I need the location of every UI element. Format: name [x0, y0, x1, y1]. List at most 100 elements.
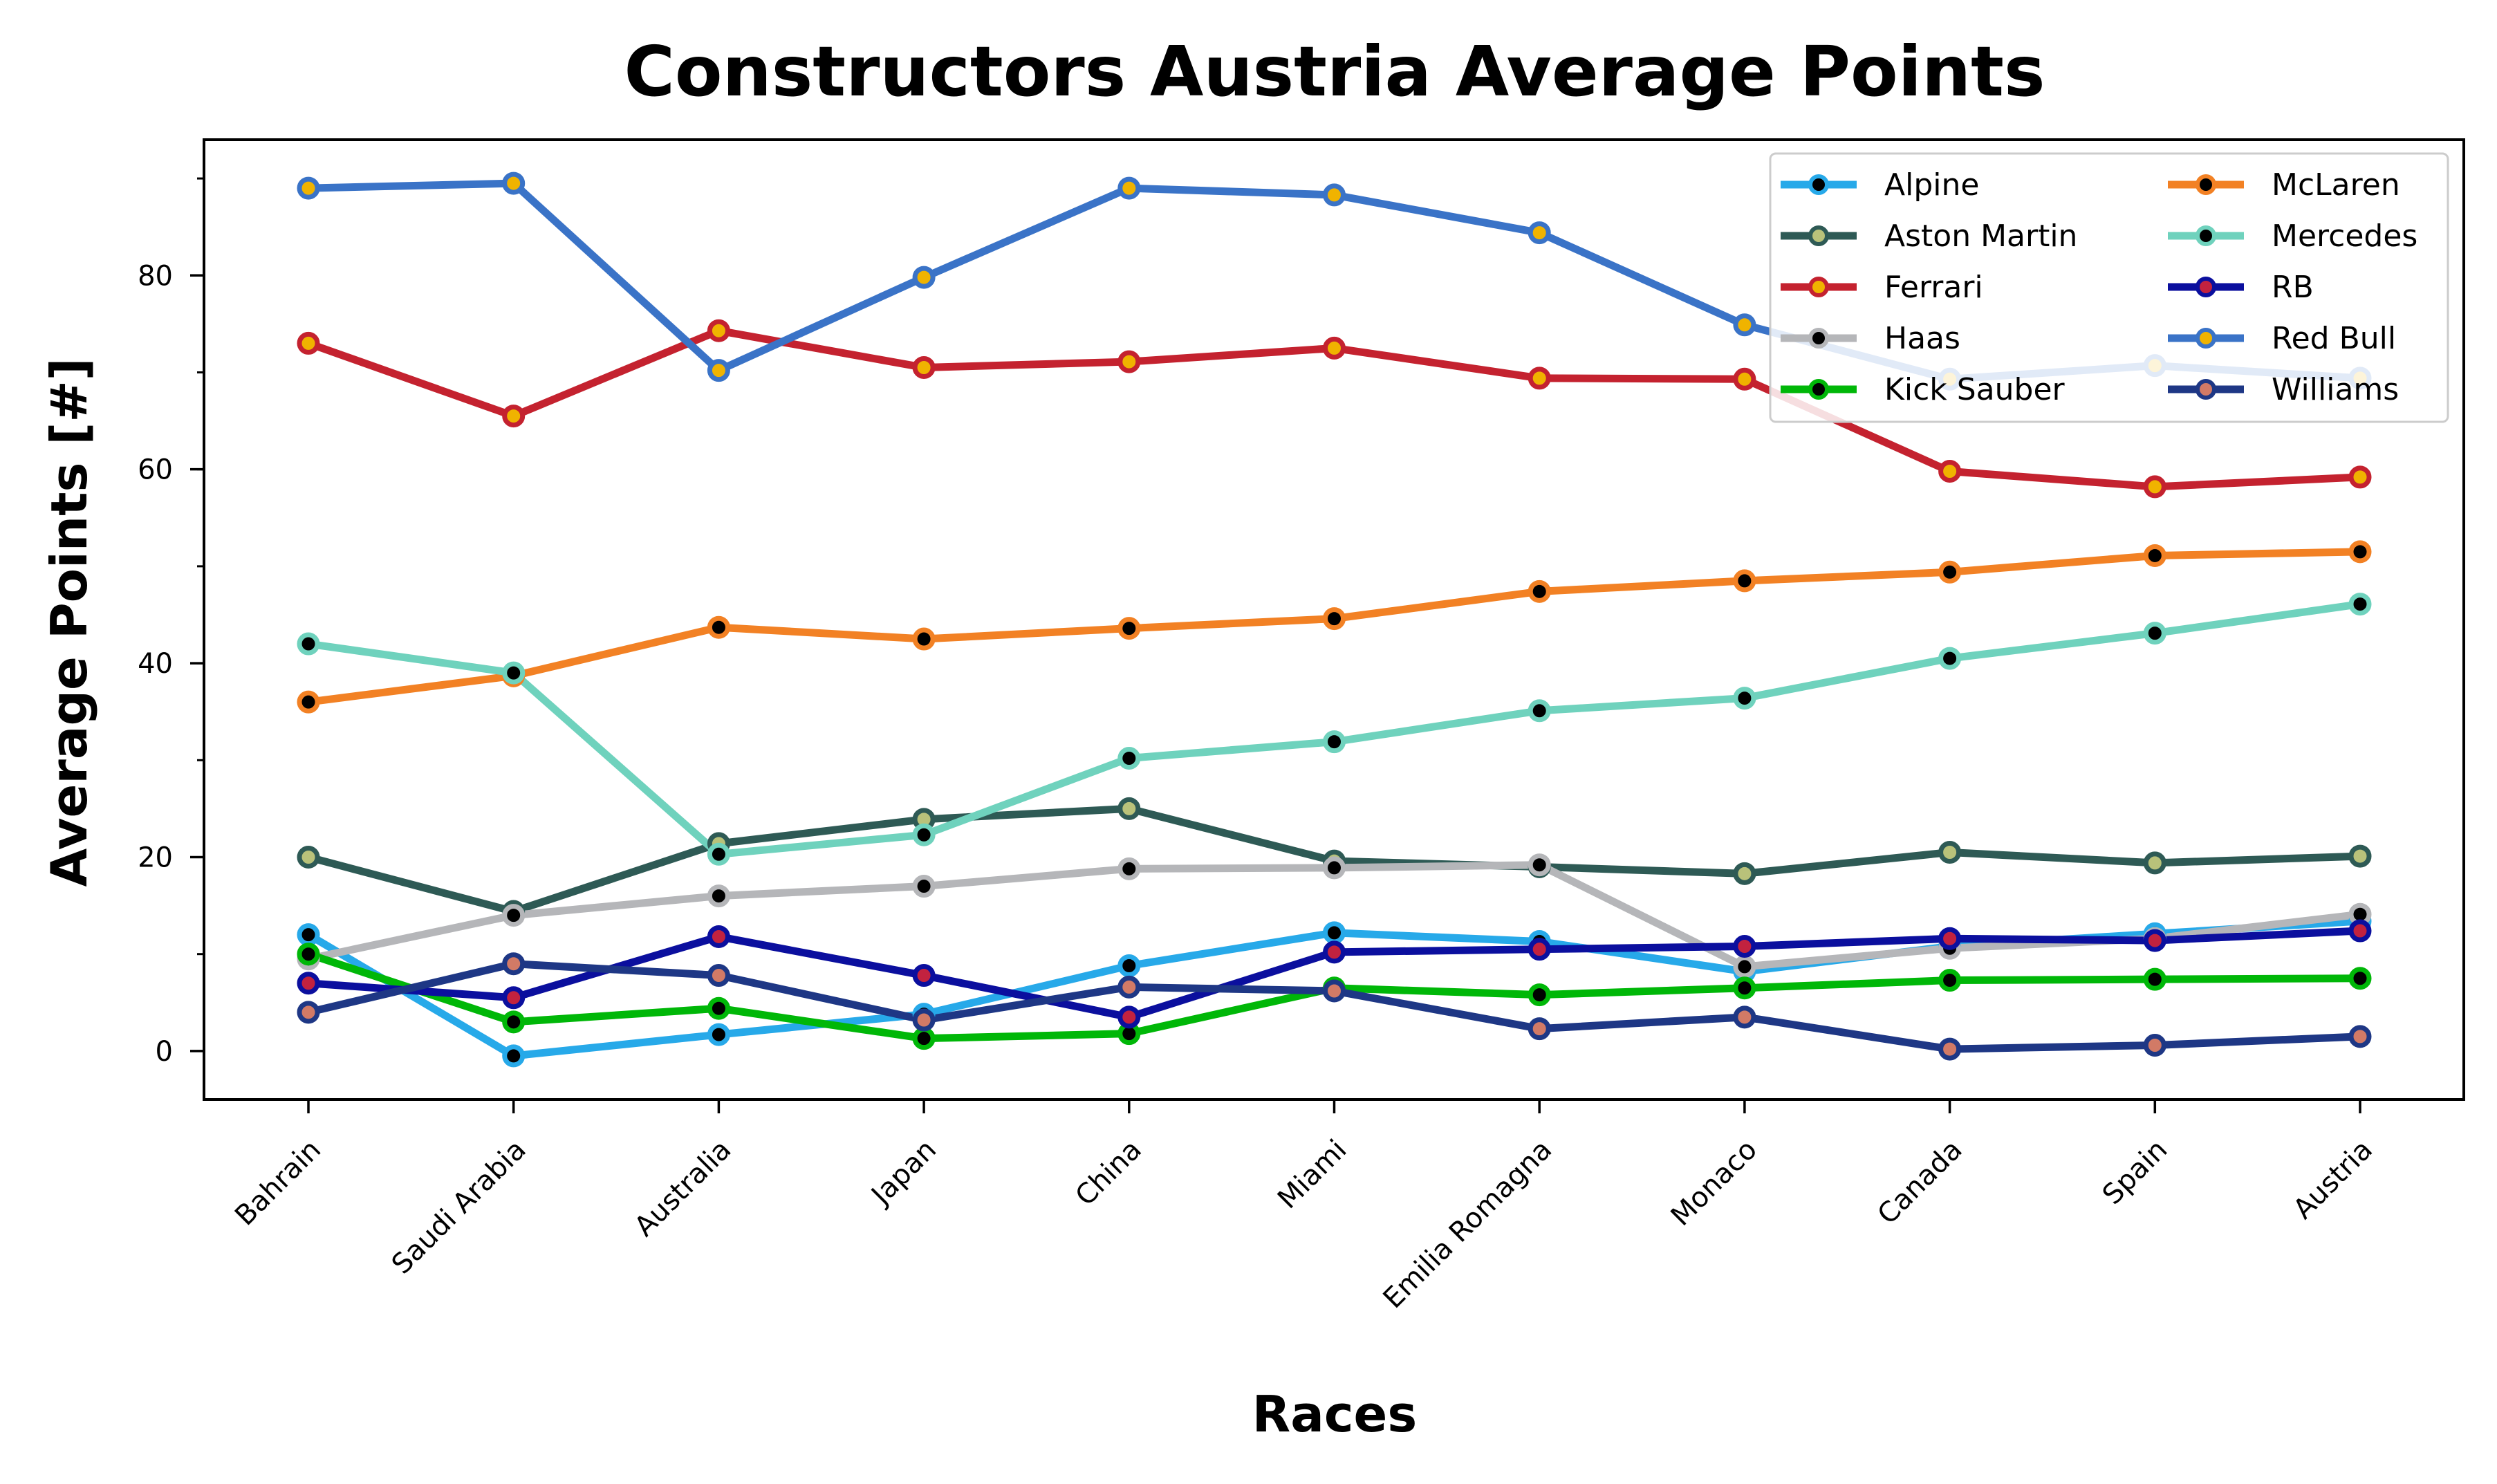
- data-point-ferrari: [1323, 336, 1346, 360]
- data-point-haas: [1733, 955, 1756, 978]
- data-point-red-bull: [912, 266, 936, 289]
- data-point-kick-sauber: [502, 1010, 526, 1034]
- data-point-red-bull: [297, 176, 320, 200]
- y-tick-label: 60: [138, 454, 173, 486]
- legend-label-rb: RB: [2272, 270, 2314, 305]
- data-point-haas: [502, 904, 526, 927]
- data-point-rb: [707, 925, 730, 948]
- data-point-aston-martin: [2143, 851, 2166, 875]
- data-point-mercedes: [2348, 593, 2372, 616]
- data-point-mclaren: [1733, 569, 1756, 593]
- data-point-kick-sauber: [2143, 967, 2166, 991]
- data-point-red-bull: [1733, 313, 1756, 337]
- data-point-williams: [2143, 1033, 2166, 1057]
- data-point-mclaren: [1323, 607, 1346, 631]
- data-point-kick-sauber: [1733, 976, 1756, 1000]
- data-point-ferrari: [707, 319, 730, 342]
- data-point-williams: [2348, 1025, 2372, 1048]
- data-point-mercedes: [912, 823, 936, 846]
- y-tick-label: 40: [138, 648, 173, 680]
- data-point-mclaren: [2143, 544, 2166, 567]
- y-axis-label: Average Points [#]: [40, 358, 98, 887]
- data-point-kick-sauber: [1528, 983, 1551, 1007]
- legend-marker-mercedes: [2196, 225, 2216, 246]
- data-point-ferrari: [1938, 459, 1962, 483]
- data-point-mclaren: [297, 690, 320, 714]
- data-point-ferrari: [2143, 475, 2166, 499]
- data-point-williams: [1117, 975, 1141, 999]
- legend-marker-haas: [1808, 328, 1829, 349]
- data-point-rb: [1117, 1005, 1141, 1029]
- data-point-ferrari: [1733, 367, 1756, 391]
- data-point-aston-martin: [1733, 862, 1756, 885]
- data-point-alpine: [707, 1023, 730, 1046]
- legend-marker-kick-sauber: [1808, 379, 1829, 400]
- data-point-kick-sauber: [297, 943, 320, 966]
- data-point-mclaren: [707, 615, 730, 639]
- legend-marker-rb: [2196, 277, 2216, 297]
- data-point-mclaren: [2348, 540, 2372, 564]
- data-point-mclaren: [1117, 617, 1141, 640]
- data-point-mclaren: [912, 627, 936, 651]
- data-point-williams: [1528, 1017, 1551, 1041]
- chart-title: Constructors Austria Average Points: [624, 31, 2045, 112]
- data-point-rb: [912, 964, 936, 987]
- data-point-mercedes: [1938, 647, 1962, 670]
- data-point-mercedes: [1733, 687, 1756, 710]
- data-point-rb: [1938, 927, 1962, 950]
- y-tick-label: 0: [156, 1036, 173, 1068]
- legend-label-haas: Haas: [1884, 321, 1960, 356]
- data-point-kick-sauber: [707, 996, 730, 1020]
- data-point-haas: [912, 875, 936, 898]
- data-point-red-bull: [707, 359, 730, 382]
- y-tick-label: 20: [138, 842, 173, 873]
- legend-label-kick-sauber: Kick Sauber: [1884, 372, 2066, 407]
- data-point-kick-sauber: [1938, 969, 1962, 992]
- legend-marker-alpine: [1808, 174, 1829, 195]
- legend-marker-ferrari: [1808, 277, 1829, 297]
- data-point-mercedes: [1117, 746, 1141, 770]
- data-point-aston-martin: [1117, 797, 1141, 820]
- data-point-aston-martin: [1938, 840, 1962, 864]
- data-point-mercedes: [707, 842, 730, 866]
- legend-label-aston-martin: Aston Martin: [1884, 219, 2077, 254]
- data-point-ferrari: [502, 405, 526, 428]
- legend-marker-williams: [2196, 379, 2216, 400]
- series-lines: [297, 171, 2372, 1068]
- data-point-rb: [2348, 919, 2372, 943]
- data-point-alpine: [1117, 954, 1141, 978]
- data-point-aston-martin: [297, 845, 320, 869]
- data-point-alpine: [502, 1044, 526, 1068]
- data-point-ferrari: [1117, 350, 1141, 373]
- data-point-haas: [1528, 853, 1551, 877]
- data-point-mclaren: [1528, 579, 1551, 603]
- x-axis-label: Races: [1252, 1385, 1417, 1443]
- data-point-alpine: [297, 923, 320, 947]
- data-point-rb: [1323, 940, 1346, 964]
- legend-marker-mclaren: [2196, 174, 2216, 195]
- data-point-williams: [297, 1001, 320, 1024]
- data-point-ferrari: [1528, 367, 1551, 390]
- data-point-aston-martin: [2348, 844, 2372, 868]
- legend-label-ferrari: Ferrari: [1884, 270, 1983, 305]
- data-point-mercedes: [297, 632, 320, 656]
- data-point-williams: [1938, 1037, 1962, 1061]
- data-point-rb: [297, 972, 320, 995]
- data-point-alpine: [1323, 921, 1346, 945]
- legend-label-alpine: Alpine: [1884, 167, 1979, 203]
- data-point-red-bull: [1323, 183, 1346, 207]
- legend: Alpine Aston Martin Ferrari Haas Kick Sauber…: [1769, 152, 2449, 423]
- data-point-rb: [502, 986, 526, 1010]
- data-point-ferrari: [2348, 465, 2372, 489]
- legend-box: [1769, 152, 2449, 423]
- legend-marker-red-bull: [2196, 328, 2216, 349]
- data-point-williams: [912, 1008, 936, 1032]
- data-point-haas: [1117, 857, 1141, 880]
- data-point-williams: [707, 964, 730, 987]
- data-point-rb: [1733, 934, 1756, 958]
- data-point-ferrari: [297, 331, 320, 355]
- legend-label-williams: Williams: [2272, 372, 2399, 407]
- data-point-haas: [707, 884, 730, 908]
- data-point-williams: [1733, 1005, 1756, 1029]
